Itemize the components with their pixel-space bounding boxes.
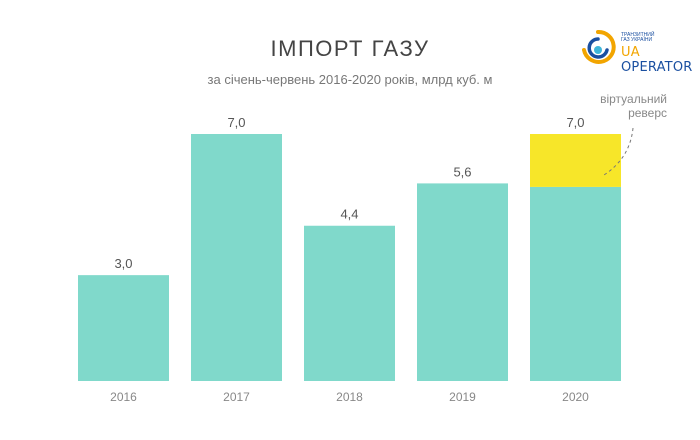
logo-operator: OPERATOR <box>621 60 693 75</box>
value-label-2019: 5,6 <box>453 164 471 179</box>
x-tick-2020: 2020 <box>562 390 589 404</box>
bar-2019 <box>417 183 508 381</box>
logo-wordmark: UA OPERATOR <box>621 45 692 75</box>
bar-2016 <box>78 275 169 381</box>
annotation-text-line-1: віртуальний <box>600 92 667 106</box>
bar-2020-reverse <box>530 134 621 187</box>
logo-tagline: ТРАНЗИТНИЙ ГАЗ УКРАЇНИ <box>621 32 655 43</box>
logo-swirl-icon <box>582 29 616 64</box>
value-label-2017: 7,0 <box>227 115 245 130</box>
chart-subtitle: за січень-червень 2016-2020 років, млрд … <box>207 72 493 87</box>
x-tick-2016: 2016 <box>110 390 137 404</box>
company-logo: ТРАНЗИТНИЙ ГАЗ УКРАЇНИ UA OPERATOR <box>580 28 692 75</box>
x-tick-2017: 2017 <box>223 390 250 404</box>
bar-2020 <box>530 186 621 381</box>
logo-ua: UA <box>621 45 640 60</box>
value-label-2016: 3,0 <box>114 256 132 271</box>
x-tick-2018: 2018 <box>336 390 363 404</box>
bar-2018 <box>304 225 395 381</box>
annotation-text-line-2: реверс <box>628 106 667 120</box>
value-label-2020: 7,0 <box>566 115 584 130</box>
bar-2017 <box>191 134 282 381</box>
x-tick-2019: 2019 <box>449 390 476 404</box>
value-label-2018: 4,4 <box>340 207 358 222</box>
chart-title: ІМПОРТ ГАЗУ <box>270 36 430 61</box>
